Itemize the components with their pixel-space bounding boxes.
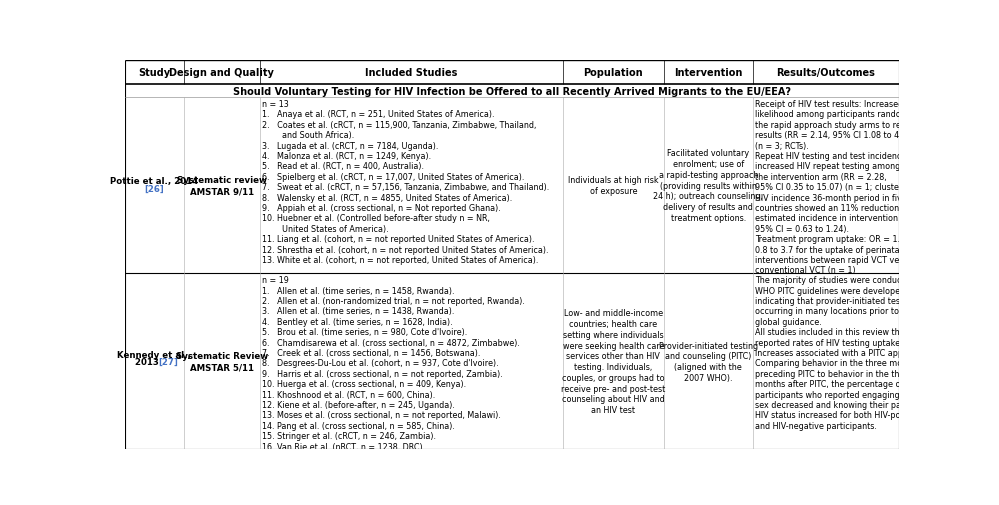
- Text: n = 13
1.   Anaya et al. (RCT, n = 251, United States of America).
2.   Coates e: n = 13 1. Anaya et al. (RCT, n = 251, Un…: [262, 100, 549, 265]
- Text: Systematic review
AMSTAR 9/11: Systematic review AMSTAR 9/11: [177, 176, 267, 195]
- Text: [27]: [27]: [158, 357, 178, 366]
- Text: Systematic Review
AMSTAR 5/11: Systematic Review AMSTAR 5/11: [176, 351, 268, 371]
- Text: Intervention: Intervention: [674, 68, 742, 78]
- Text: Should Voluntary Testing for HIV Infection be Offered to all Recently Arrived Mi: Should Voluntary Testing for HIV Infecti…: [233, 86, 791, 96]
- Text: Included Studies: Included Studies: [366, 68, 458, 78]
- Text: 2013: 2013: [135, 357, 162, 366]
- Text: Individuals at high risk
of exposure: Individuals at high risk of exposure: [568, 176, 658, 195]
- Text: [26]: [26]: [145, 184, 164, 193]
- Text: Study: Study: [138, 68, 171, 78]
- Text: Population: Population: [583, 68, 643, 78]
- Text: Facilitated voluntary
enrolment; use of
a rapid-testing approach
(providing resu: Facilitated voluntary enrolment; use of …: [653, 149, 763, 223]
- Text: Kennedy et al.,: Kennedy et al.,: [117, 350, 191, 359]
- Text: Results/Outcomes: Results/Outcomes: [776, 68, 875, 78]
- Text: The majority of studies were conducted before
WHO PITC guidelines were developed: The majority of studies were conducted b…: [755, 276, 944, 430]
- Text: n = 19
1.   Allen et al. (time series, n = 1458, Rwanda).
2.   Allen et al. (non: n = 19 1. Allen et al. (time series, n =…: [262, 276, 524, 482]
- Text: Provider-initiated testing
and counseling (PITC)
(aligned with the
2007 WHO).: Provider-initiated testing and counselin…: [658, 341, 758, 382]
- Text: Pottie et al., 2014: Pottie et al., 2014: [110, 177, 199, 186]
- Text: Low- and middle-income
countries; health care
setting where individuals
were see: Low- and middle-income countries; health…: [561, 309, 665, 414]
- Text: Receipt of HIV test results: Increased
likelihood among participants randomized : Receipt of HIV test results: Increased l…: [755, 100, 943, 275]
- Text: Design and Quality: Design and Quality: [169, 68, 274, 78]
